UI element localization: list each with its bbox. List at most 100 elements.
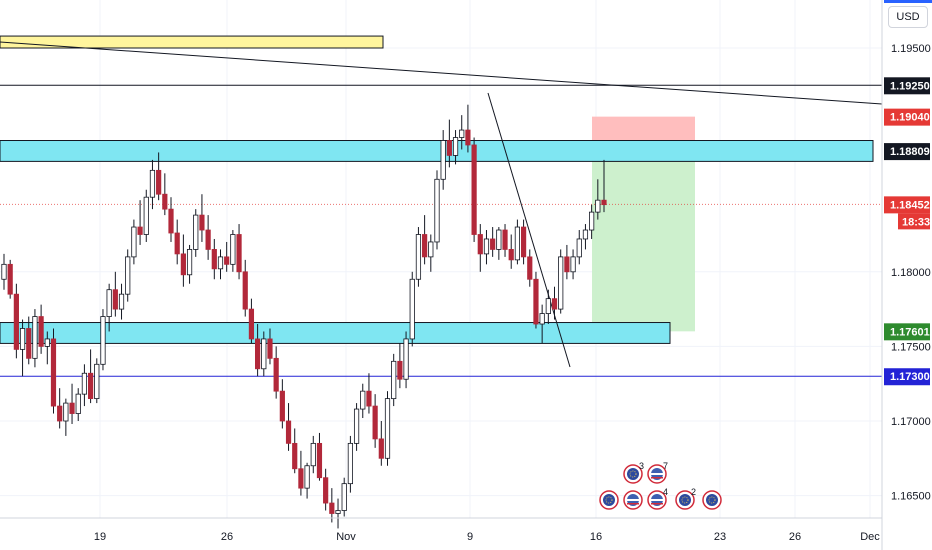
candle bbox=[440, 130, 446, 190]
badge-bg bbox=[884, 323, 930, 341]
candle-up bbox=[304, 465, 310, 489]
candle-down bbox=[397, 360, 403, 380]
candle-down bbox=[174, 232, 180, 255]
candle-down bbox=[57, 405, 63, 422]
eu-flag-icon bbox=[706, 494, 718, 506]
candle bbox=[545, 289, 551, 325]
candle-down bbox=[199, 214, 205, 231]
event-count: 3 bbox=[639, 461, 644, 471]
event-marker[interactable] bbox=[702, 490, 722, 510]
candle-down bbox=[69, 402, 75, 414]
candle bbox=[199, 194, 205, 242]
top-accent-bar bbox=[884, 0, 932, 3]
lines-layer bbox=[0, 41, 883, 377]
events-layer[interactable]: 3 7 4 2 bbox=[599, 461, 722, 510]
candle-up bbox=[403, 338, 409, 380]
event-marker[interactable]: 2 bbox=[675, 487, 696, 510]
candle-down bbox=[471, 144, 477, 235]
candle-down bbox=[366, 390, 372, 407]
candle-up bbox=[483, 238, 490, 255]
time-tick-label: 9 bbox=[467, 531, 473, 543]
candle bbox=[527, 249, 533, 287]
event-marker[interactable]: 3 bbox=[623, 461, 644, 484]
candle bbox=[273, 346, 279, 399]
time-tick-label: 23 bbox=[714, 531, 726, 543]
price-tick-label: 1.19500 bbox=[891, 43, 931, 55]
candle-up bbox=[143, 196, 149, 235]
candle-up bbox=[415, 234, 422, 280]
candle-up bbox=[94, 363, 100, 400]
candle bbox=[81, 364, 88, 407]
candle-down bbox=[205, 229, 211, 250]
candle bbox=[193, 209, 199, 257]
candle-down bbox=[87, 372, 94, 400]
time-axis[interactable]: 19 26 Nov 9 16 23 26 Dec bbox=[0, 517, 882, 543]
candle-down bbox=[279, 390, 285, 422]
candle-up bbox=[391, 360, 397, 400]
candle bbox=[292, 428, 298, 474]
badge-label: 1.18809 bbox=[890, 146, 930, 158]
event-count: 7 bbox=[663, 461, 668, 471]
trendline-long bbox=[0, 41, 883, 105]
candle bbox=[100, 309, 106, 371]
candle bbox=[304, 462, 310, 499]
candle-up bbox=[558, 256, 564, 310]
candle-down bbox=[477, 234, 483, 255]
candle bbox=[298, 450, 304, 496]
price-tick-label: 1.17500 bbox=[891, 341, 931, 353]
candle-down bbox=[242, 271, 248, 310]
event-marker[interactable] bbox=[599, 490, 619, 510]
candle bbox=[180, 234, 186, 287]
event-count: 4 bbox=[663, 487, 668, 497]
candle-down bbox=[13, 293, 19, 350]
candle-up bbox=[310, 442, 316, 467]
candle-down bbox=[502, 229, 508, 250]
trendline-short bbox=[487, 92, 571, 368]
candle bbox=[279, 379, 285, 429]
price-axis[interactable]: 1.19500 1.18000 1.17500 1.17000 1.16500 1.192… bbox=[881, 0, 932, 550]
candle bbox=[242, 259, 248, 317]
currency-button[interactable]: USD bbox=[888, 6, 928, 28]
upper-zone bbox=[0, 35, 384, 49]
candle-down bbox=[248, 308, 255, 340]
flag-stripe bbox=[627, 499, 639, 501]
candle bbox=[7, 259, 13, 299]
candle bbox=[589, 204, 595, 239]
candle-down bbox=[137, 226, 143, 235]
candle-down bbox=[236, 234, 242, 273]
candle bbox=[186, 244, 193, 284]
candle bbox=[162, 173, 168, 216]
candle-up bbox=[32, 316, 38, 359]
candle-down bbox=[50, 338, 57, 407]
badge-label: 1.19040 bbox=[890, 112, 930, 124]
candle-up bbox=[186, 249, 193, 276]
candle-down bbox=[298, 468, 304, 489]
price-tick-label: 1.18000 bbox=[891, 267, 931, 279]
candle bbox=[248, 298, 255, 344]
countdown-bg bbox=[898, 213, 930, 230]
candle bbox=[1, 253, 7, 290]
candle bbox=[125, 249, 131, 302]
candle-up bbox=[125, 256, 131, 295]
event-marker[interactable] bbox=[623, 490, 643, 510]
event-marker[interactable]: 4 bbox=[647, 487, 668, 510]
candle-up bbox=[193, 214, 199, 250]
eu-stars bbox=[629, 470, 637, 478]
candle bbox=[106, 283, 112, 332]
candle-up bbox=[595, 199, 601, 213]
candle-down bbox=[211, 249, 217, 270]
event-marker[interactable]: 7 bbox=[647, 461, 668, 484]
candle-up bbox=[63, 402, 69, 422]
candle bbox=[261, 331, 267, 377]
candle-up bbox=[75, 393, 81, 414]
candle bbox=[533, 271, 539, 329]
candle bbox=[483, 230, 490, 265]
candle bbox=[391, 353, 397, 407]
candle-down bbox=[255, 338, 261, 370]
candle bbox=[174, 219, 180, 265]
eu-stars bbox=[605, 496, 613, 504]
candle-up bbox=[1, 263, 7, 280]
candle bbox=[137, 200, 143, 245]
candle-down bbox=[378, 438, 384, 459]
